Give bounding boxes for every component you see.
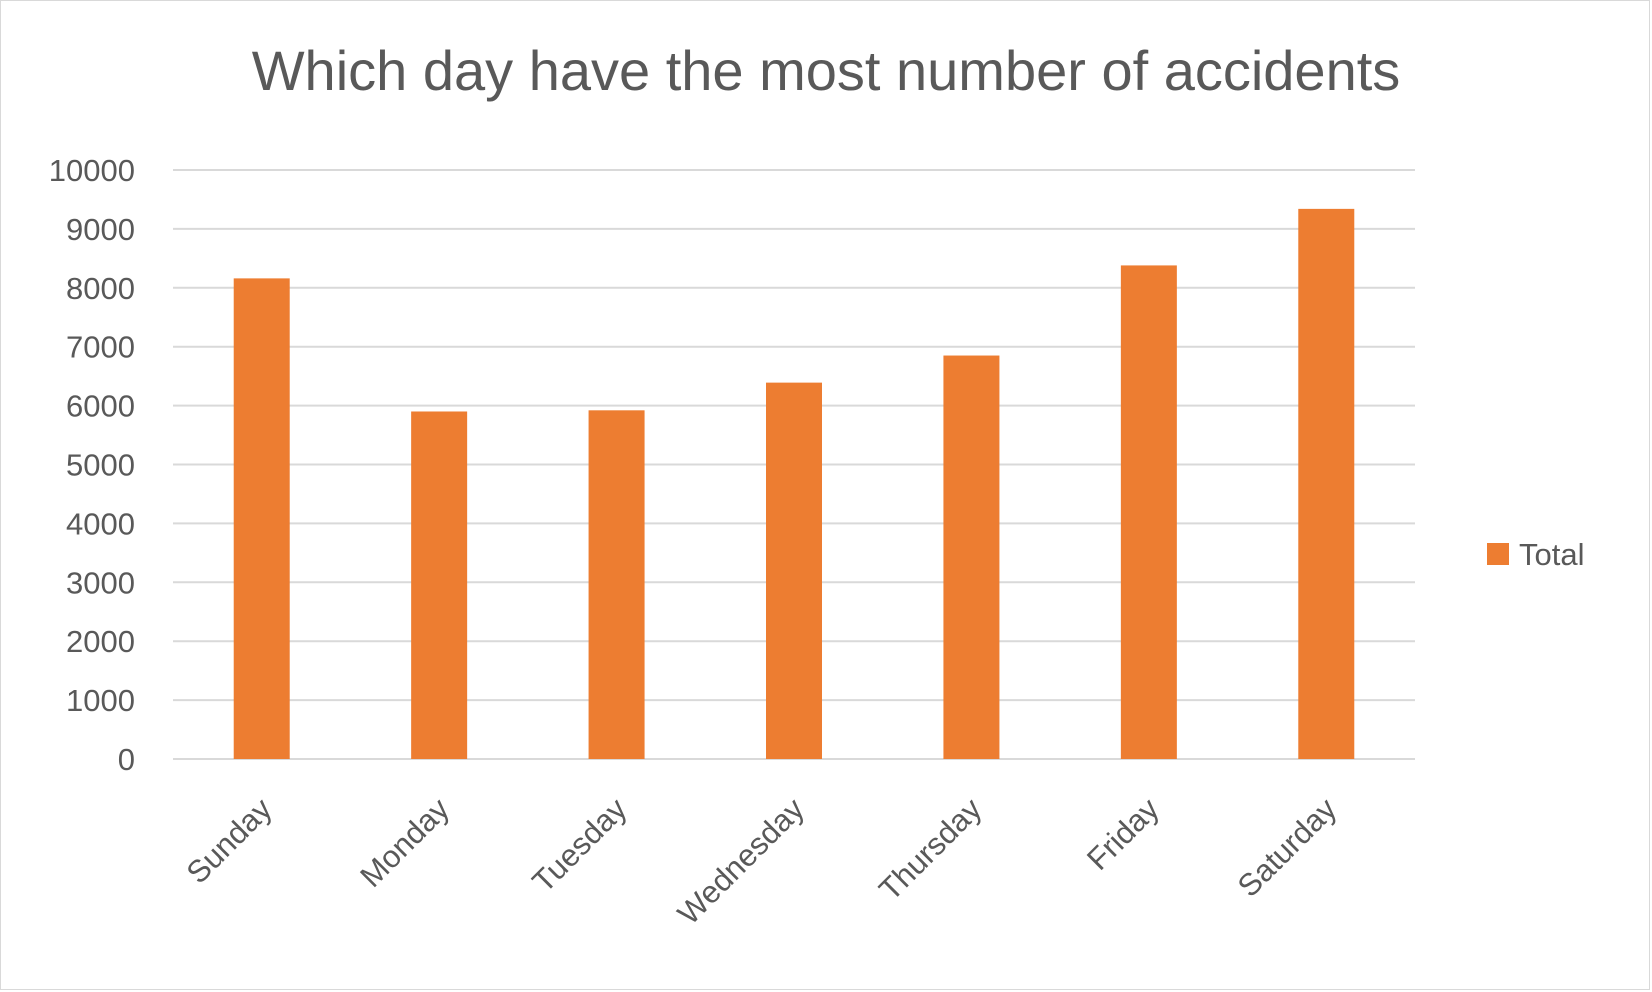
x-tick-label: Thursday (872, 791, 988, 907)
legend-swatch (1487, 543, 1509, 565)
y-tick-label: 0 (118, 742, 135, 777)
bar-sunday (233, 278, 290, 759)
y-tick-label: 7000 (66, 330, 135, 365)
x-tick-label: Tuesday (526, 791, 634, 899)
x-tick-label: Monday (353, 791, 456, 894)
bars (233, 208, 1355, 759)
bar-friday (1120, 265, 1177, 759)
y-axis-ticks: 0 1000 2000 3000 4000 5000 6000 7000 8000 9000 100… (49, 153, 135, 777)
y-tick-label: 2000 (66, 624, 135, 659)
legend: Total (1487, 537, 1584, 572)
bar-thursday (943, 355, 1000, 759)
y-tick-label: 4000 (66, 506, 135, 541)
chart-title: Which day have the most number of accide… (251, 39, 1401, 102)
y-tick-label: 9000 (66, 212, 135, 247)
legend-label: Total (1519, 537, 1584, 572)
x-tick-label: Sunday (180, 791, 279, 890)
y-tick-label: 1000 (66, 683, 135, 718)
x-tick-label: Saturday (1231, 791, 1344, 904)
x-axis-ticks: Sunday Monday Tuesday Wednesday Thursday Frid… (180, 791, 1344, 931)
y-tick-label: 5000 (66, 448, 135, 483)
bar-monday (411, 411, 468, 759)
bar-tuesday (588, 410, 645, 759)
y-tick-label: 8000 (66, 271, 135, 306)
y-tick-label: 3000 (66, 565, 135, 600)
y-tick-label: 6000 (66, 389, 135, 424)
bar-saturday (1298, 208, 1355, 759)
x-tick-label: Friday (1080, 791, 1166, 877)
y-tick-label: 10000 (49, 153, 135, 188)
x-tick-label: Wednesday (671, 791, 811, 931)
bar-wednesday (766, 382, 822, 759)
